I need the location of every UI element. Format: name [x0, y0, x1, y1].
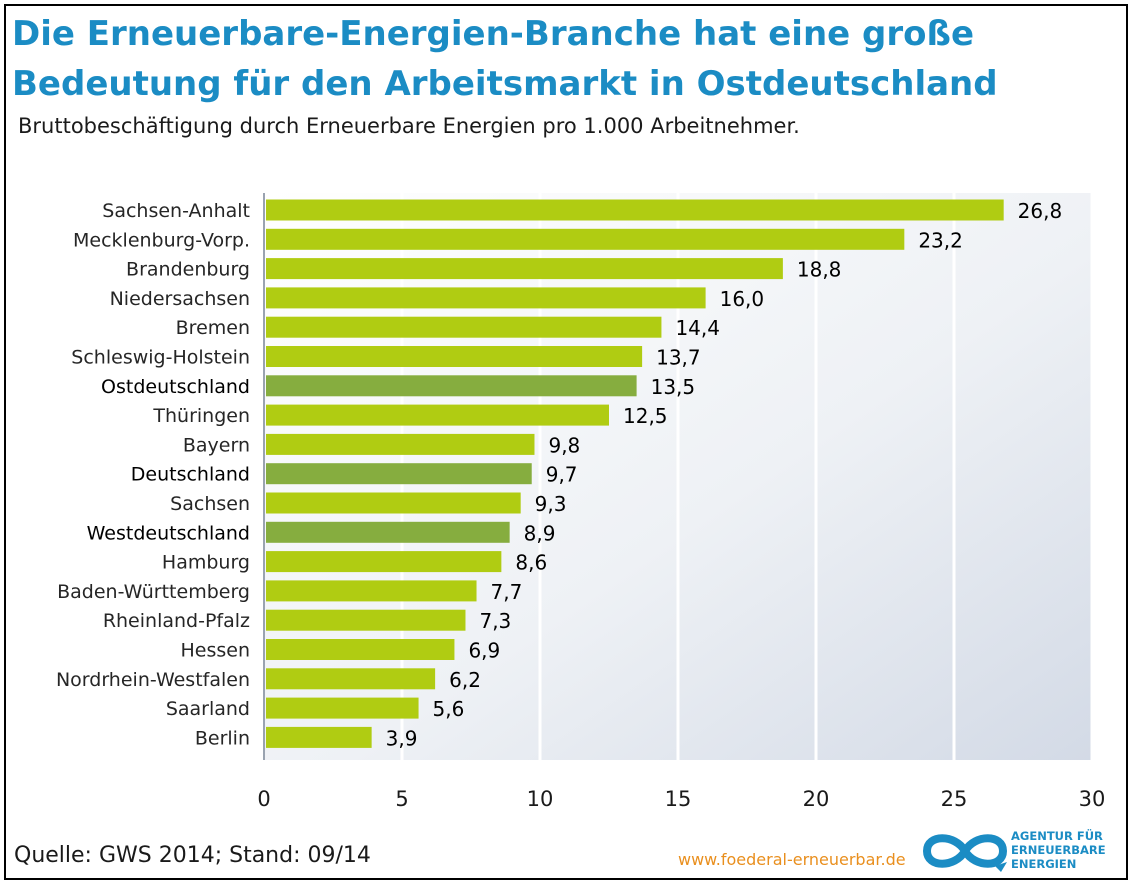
value-label: 8,9 — [524, 521, 556, 545]
category-label: Nordrhein-Westfalen — [56, 669, 250, 691]
category-label: Schleswig-Holstein — [71, 347, 250, 369]
value-label: 3,9 — [386, 726, 418, 750]
value-label: 12,5 — [623, 404, 668, 428]
bar — [266, 639, 455, 660]
category-label: Hamburg — [162, 552, 250, 574]
logo-text-line-3: ENERGIEN — [1011, 857, 1077, 871]
bar — [266, 433, 535, 455]
bar — [266, 580, 477, 602]
category-label: Saarland — [166, 698, 250, 720]
x-tick-label: 25 — [941, 787, 968, 811]
value-label: 14,4 — [675, 316, 720, 340]
bar — [266, 316, 662, 338]
category-label: Mecklenburg-Vorp. — [73, 229, 250, 251]
bar — [266, 199, 1004, 221]
bar — [266, 287, 706, 309]
category-label: Deutschland — [131, 464, 250, 486]
x-tick-label: 5 — [395, 787, 408, 811]
category-label: Baden-Württemberg — [57, 581, 250, 603]
category-label: Hessen — [180, 640, 250, 662]
value-label: 8,6 — [515, 551, 547, 575]
bar — [266, 609, 466, 631]
value-label: 16,0 — [720, 287, 765, 311]
bar — [266, 726, 372, 748]
x-tick-label: 10 — [527, 787, 554, 811]
bar — [266, 492, 521, 514]
value-label: 26,8 — [1018, 199, 1063, 223]
logo-text-line-2: ERNEUERBARE — [1011, 843, 1106, 857]
bar — [266, 463, 532, 485]
bar — [266, 551, 502, 573]
bar — [266, 375, 637, 397]
value-label: 6,9 — [468, 639, 500, 663]
category-label: Berlin — [195, 727, 250, 749]
value-label: 6,2 — [449, 668, 481, 692]
value-label: 7,3 — [479, 609, 511, 633]
logo-text-line-1: AGENTUR FÜR — [1011, 829, 1103, 843]
infinity-logo-icon — [922, 834, 1008, 872]
category-label: Ostdeutschland — [101, 376, 250, 398]
x-tick-label: 20 — [803, 787, 830, 811]
website-link[interactable]: www.foederal-erneuerbar.de — [678, 850, 906, 869]
value-label: 23,2 — [918, 228, 963, 252]
bar — [266, 521, 510, 543]
category-label: Bayern — [183, 434, 250, 456]
x-tick-label: 0 — [257, 787, 270, 811]
value-label: 13,7 — [656, 346, 701, 370]
bar — [266, 346, 643, 367]
title-line-1: Die Erneuerbare-Energien-Branche hat ein… — [12, 14, 975, 54]
value-label: 13,5 — [651, 375, 696, 399]
title-line-2: Bedeutung für den Arbeitsmarkt in Ostdeu… — [12, 64, 998, 104]
value-label: 9,7 — [546, 463, 578, 487]
value-label: 18,8 — [797, 258, 842, 282]
source-note: Quelle: GWS 2014; Stand: 09/14 — [14, 843, 371, 868]
value-label: 9,8 — [548, 433, 580, 457]
value-label: 9,3 — [535, 492, 567, 516]
x-tick-label: 15 — [665, 787, 692, 811]
category-label: Westdeutschland — [87, 522, 250, 544]
category-label: Niedersachsen — [110, 288, 250, 310]
category-label: Rheinland-Pfalz — [103, 610, 250, 632]
bar — [266, 228, 905, 250]
category-label: Sachsen — [170, 493, 250, 515]
category-label: Bremen — [176, 317, 250, 339]
bar — [266, 668, 436, 690]
value-label: 7,7 — [491, 580, 523, 604]
bar — [266, 697, 419, 719]
bar — [266, 404, 609, 426]
value-label: 5,6 — [433, 697, 465, 721]
category-label: Sachsen-Anhalt — [102, 200, 250, 222]
bar — [266, 258, 783, 280]
subtitle: Bruttobeschäftigung durch Erneuerbare En… — [18, 114, 800, 138]
category-label: Brandenburg — [126, 259, 250, 281]
x-tick-label: 30 — [1079, 787, 1106, 811]
category-label: Thüringen — [152, 405, 250, 427]
